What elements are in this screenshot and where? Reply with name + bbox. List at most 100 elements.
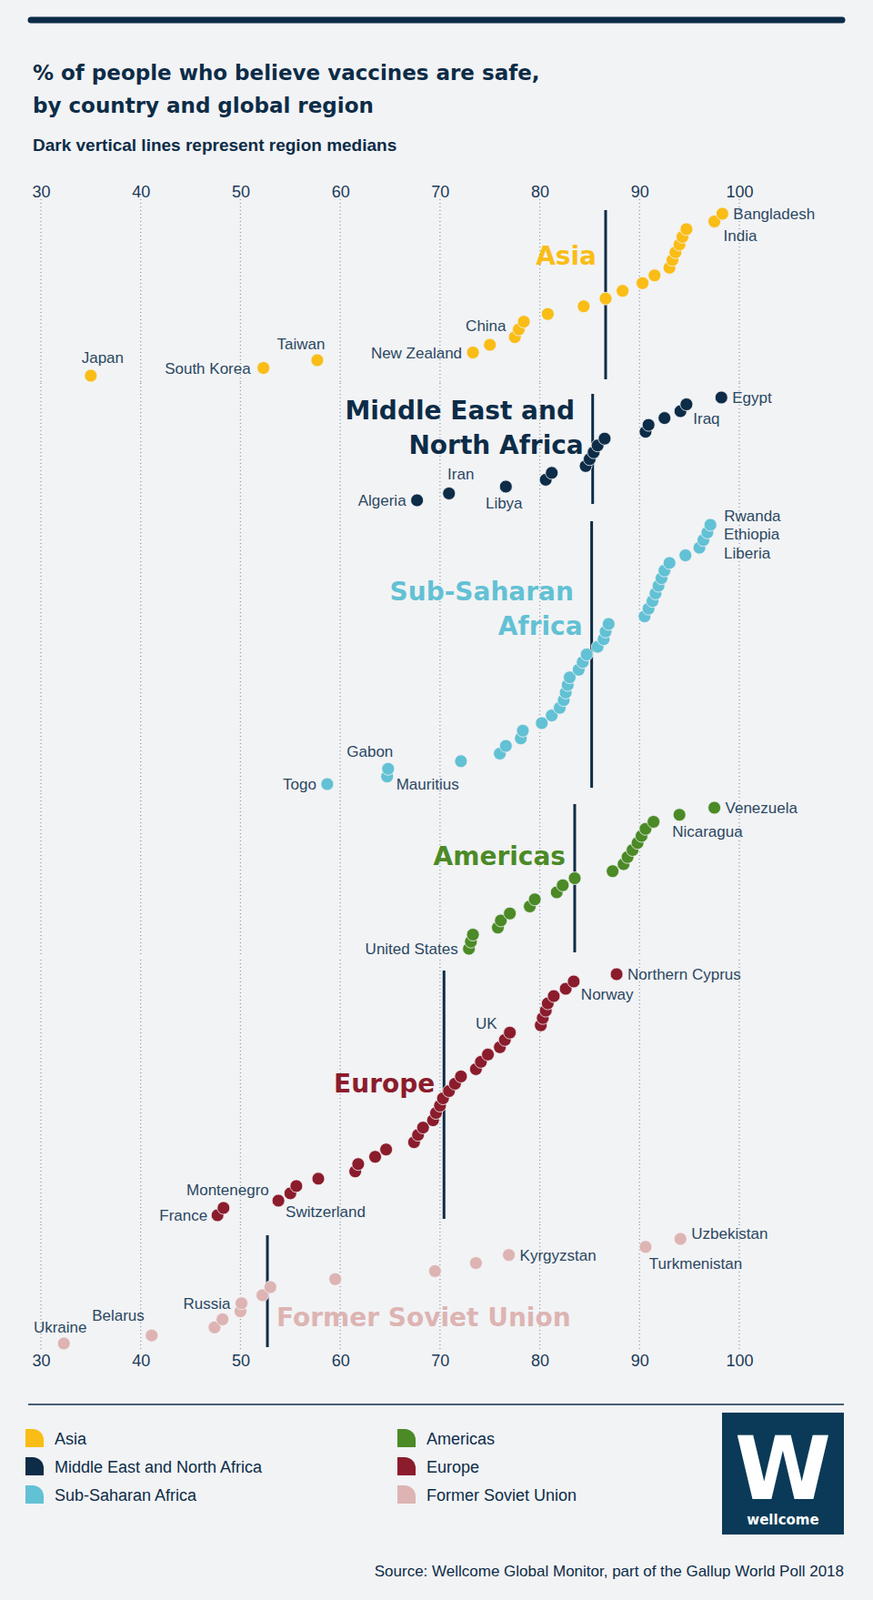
point — [84, 369, 98, 382]
grid — [40, 199, 740, 1351]
x-tick-label: 80 — [531, 182, 550, 201]
point — [602, 617, 615, 631]
legend-label: Middle East and North Africa — [54, 1457, 263, 1476]
country-label: Taiwan — [276, 335, 325, 353]
x-tick-label: 30 — [31, 1351, 51, 1370]
x-tick: 90 — [631, 1351, 650, 1370]
country-label: UK — [475, 1014, 498, 1033]
point — [642, 418, 655, 432]
grid-line — [639, 792, 641, 956]
region-label: Asia — [535, 240, 597, 271]
grid-line — [240, 510, 241, 792]
grid-line — [439, 510, 441, 792]
logo-text: wellcome — [746, 1511, 819, 1528]
country-label: Venezuela — [725, 799, 799, 817]
country-label: China — [465, 317, 507, 335]
point — [577, 300, 591, 313]
legend: Asia Middle East and North Africa Sub-Saha… — [25, 1428, 577, 1505]
legend-label: Americas — [426, 1429, 495, 1448]
x-tick-label: 100 — [725, 1351, 753, 1370]
x-tick: 40 — [131, 182, 151, 201]
x-axis-bottom: 30405060708090100 — [31, 1351, 753, 1370]
point — [541, 307, 554, 321]
point — [369, 1150, 382, 1164]
point — [599, 291, 613, 305]
country-label: Belarus — [91, 1306, 145, 1325]
x-tick-label: 40 — [131, 182, 151, 201]
point — [454, 1069, 468, 1083]
grid-line — [539, 199, 541, 383]
point — [547, 989, 561, 1003]
country-label: Mauritius — [396, 775, 460, 793]
legend-label: Sub-Saharan Africa — [54, 1485, 198, 1505]
point — [469, 1256, 482, 1270]
point — [648, 269, 662, 282]
series-points — [210, 967, 623, 1222]
grid-line — [339, 792, 341, 956]
point — [499, 739, 512, 753]
grid-line — [140, 792, 141, 956]
x-tick-label: 90 — [631, 182, 650, 201]
x-tick-label: 30 — [31, 182, 51, 201]
point — [271, 1194, 285, 1207]
country-label: Kyrgyzstan — [520, 1246, 597, 1265]
grid-line — [339, 199, 341, 383]
point — [606, 864, 620, 878]
country-label: South Korea — [164, 360, 251, 378]
grid-line — [40, 792, 41, 956]
legend-swatch — [25, 1428, 44, 1447]
x-tick-label: 40 — [131, 1351, 151, 1370]
x-tick-label: 60 — [331, 1351, 351, 1370]
point — [57, 1336, 71, 1350]
country-label: Iraq — [692, 410, 720, 428]
point — [568, 872, 582, 885]
region-label-line: Middle East and — [344, 395, 583, 426]
region-label: Americas — [433, 841, 566, 872]
point — [616, 284, 630, 298]
point — [454, 754, 468, 768]
x-tick-label: 90 — [631, 1351, 650, 1370]
point — [598, 431, 612, 445]
x-tick: 40 — [131, 1351, 151, 1370]
point — [499, 480, 512, 493]
country-label: New Zealand — [371, 344, 462, 362]
country-label: Iran — [447, 465, 474, 483]
country-label: Togo — [282, 775, 317, 793]
background — [0, 0, 873, 1600]
grid-line — [539, 959, 541, 1223]
point — [217, 1201, 231, 1215]
x-tick: 30 — [31, 1351, 51, 1370]
point — [639, 1240, 653, 1254]
legend-label: Asia — [54, 1429, 88, 1448]
point — [311, 1172, 325, 1185]
point — [145, 1328, 159, 1342]
country-label: Ethiopia — [723, 525, 781, 543]
point — [662, 556, 676, 570]
grid-line — [738, 792, 740, 956]
point — [503, 906, 517, 920]
legend-swatch — [397, 1456, 416, 1476]
country-label: Algeria — [358, 491, 407, 510]
point — [545, 466, 559, 480]
top-bar — [30, 17, 843, 24]
point — [263, 1280, 277, 1294]
region-label: Sub-Saharan Africa — [390, 576, 583, 642]
country-label: Japan — [81, 349, 124, 367]
x-tick: 30 — [31, 182, 51, 201]
point — [290, 1179, 303, 1193]
country-label: United States — [365, 940, 459, 958]
series-points — [84, 207, 729, 382]
point — [680, 222, 693, 236]
point — [311, 353, 324, 367]
logo-mark: W — [734, 1417, 832, 1520]
region-label-line: Sub-Saharan — [390, 576, 583, 607]
point — [329, 1272, 342, 1285]
title-line: % of people who believe vaccines are saf… — [32, 60, 548, 85]
grid-line — [539, 792, 541, 956]
x-tick-label: 50 — [231, 182, 251, 201]
point — [381, 762, 395, 775]
point — [442, 486, 456, 500]
logo: Wwellcome — [722, 1412, 844, 1535]
separator — [28, 1403, 844, 1405]
grid-line — [240, 199, 241, 383]
